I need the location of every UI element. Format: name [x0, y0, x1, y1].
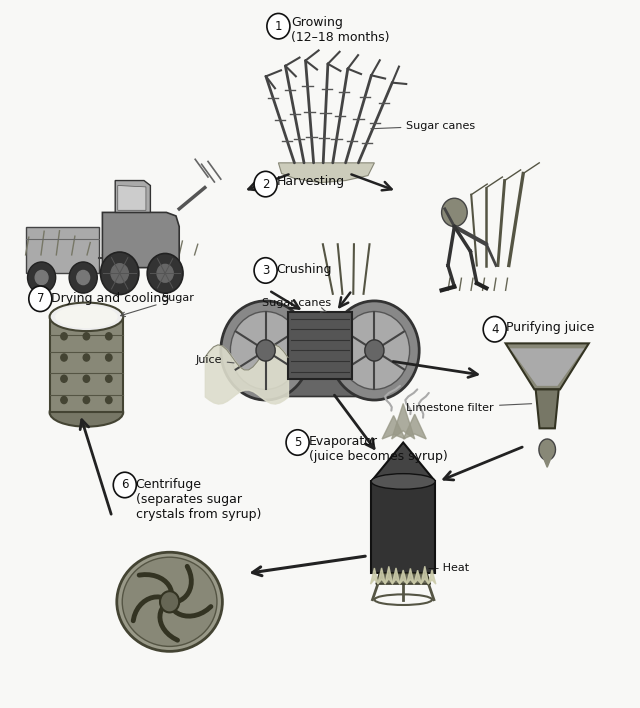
Polygon shape: [414, 569, 422, 584]
Polygon shape: [26, 227, 99, 273]
Ellipse shape: [50, 302, 124, 331]
Polygon shape: [385, 566, 393, 584]
Text: 4: 4: [491, 323, 499, 336]
Polygon shape: [371, 570, 378, 584]
Ellipse shape: [122, 557, 217, 646]
Circle shape: [267, 13, 290, 39]
Polygon shape: [50, 317, 123, 412]
Circle shape: [230, 312, 301, 389]
Circle shape: [286, 430, 309, 455]
Text: 2: 2: [262, 178, 269, 190]
Ellipse shape: [55, 305, 118, 329]
Circle shape: [106, 375, 112, 382]
Polygon shape: [406, 571, 414, 584]
Circle shape: [254, 258, 277, 283]
Text: Limestone filter: Limestone filter: [406, 403, 532, 413]
Circle shape: [106, 354, 112, 361]
Circle shape: [83, 333, 90, 340]
Polygon shape: [399, 567, 407, 584]
Text: Drying and cooling: Drying and cooling: [51, 292, 170, 304]
Polygon shape: [118, 185, 146, 210]
Text: 5: 5: [294, 436, 301, 449]
Circle shape: [106, 333, 112, 340]
Polygon shape: [376, 573, 430, 584]
Polygon shape: [382, 416, 405, 439]
Polygon shape: [278, 163, 374, 183]
Polygon shape: [392, 570, 400, 584]
Polygon shape: [403, 414, 426, 439]
Circle shape: [29, 286, 52, 312]
Polygon shape: [371, 481, 435, 573]
Circle shape: [442, 198, 467, 227]
Circle shape: [111, 264, 128, 282]
Circle shape: [330, 301, 419, 400]
Circle shape: [83, 375, 90, 382]
Polygon shape: [115, 181, 150, 212]
Circle shape: [339, 312, 410, 389]
Text: Purifying juice: Purifying juice: [506, 321, 594, 334]
Ellipse shape: [117, 552, 223, 651]
Text: Sugar canes: Sugar canes: [371, 121, 476, 131]
Polygon shape: [542, 455, 552, 467]
Polygon shape: [371, 442, 435, 481]
Circle shape: [100, 252, 139, 295]
Text: Growing
(12–18 months): Growing (12–18 months): [291, 16, 390, 45]
Circle shape: [35, 270, 48, 285]
Circle shape: [83, 354, 90, 361]
Text: Harvesting: Harvesting: [276, 175, 344, 188]
Text: Crushing: Crushing: [276, 263, 332, 276]
Polygon shape: [392, 404, 415, 439]
Circle shape: [83, 396, 90, 404]
Text: — Heat: — Heat: [428, 563, 468, 573]
Text: 6: 6: [121, 479, 129, 491]
Polygon shape: [428, 566, 436, 584]
Circle shape: [221, 301, 310, 400]
Polygon shape: [256, 379, 384, 396]
Polygon shape: [506, 343, 589, 389]
Circle shape: [147, 253, 183, 293]
Circle shape: [61, 375, 67, 382]
Polygon shape: [539, 439, 556, 460]
Circle shape: [69, 262, 97, 293]
Polygon shape: [510, 348, 584, 386]
Circle shape: [106, 396, 112, 404]
Text: 1: 1: [275, 20, 282, 33]
Circle shape: [256, 340, 275, 361]
Polygon shape: [102, 212, 179, 268]
Circle shape: [254, 171, 277, 197]
Polygon shape: [378, 566, 385, 584]
Circle shape: [28, 262, 56, 293]
Circle shape: [61, 396, 67, 404]
Circle shape: [77, 270, 90, 285]
Circle shape: [483, 316, 506, 342]
Circle shape: [113, 472, 136, 498]
Polygon shape: [421, 571, 429, 584]
Ellipse shape: [50, 398, 124, 427]
Ellipse shape: [371, 474, 435, 489]
Circle shape: [61, 333, 67, 340]
Polygon shape: [288, 312, 352, 379]
Text: Sugar: Sugar: [121, 293, 195, 316]
Text: Centrifuge
(separates sugar
crystals from syrup): Centrifuge (separates sugar crystals fro…: [136, 478, 261, 521]
Circle shape: [61, 354, 67, 361]
Circle shape: [157, 264, 173, 282]
Circle shape: [365, 340, 384, 361]
Text: 3: 3: [262, 264, 269, 277]
Polygon shape: [536, 389, 559, 428]
Text: 7: 7: [36, 292, 44, 305]
Text: Sugar canes: Sugar canes: [262, 298, 332, 312]
Text: Evaporator
(juice becomes syrup): Evaporator (juice becomes syrup): [309, 435, 448, 464]
Text: Juice: Juice: [195, 355, 234, 365]
Circle shape: [160, 591, 179, 612]
